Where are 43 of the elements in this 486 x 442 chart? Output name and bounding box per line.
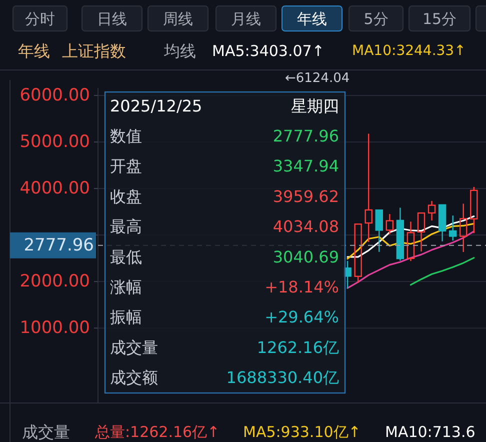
text: 成交量 <box>22 422 70 442</box>
text: 年线 <box>18 42 50 60</box>
text: ←6124.04 <box>285 71 350 86</box>
y-tick-label: 6000.00 <box>20 85 90 106</box>
text: 5分 <box>364 10 388 28</box>
annotation: 收盘 <box>110 186 142 206</box>
text: 月线 <box>231 10 261 28</box>
text: MA5:3403.07↑ <box>212 42 324 60</box>
annotation: 3040.69 <box>272 247 339 266</box>
annotation: 3959.62 <box>272 186 339 206</box>
annotation: 最高 <box>110 217 142 236</box>
annotation: 开盘 <box>110 156 142 176</box>
annotation: 1262.16亿 <box>256 338 339 357</box>
annotation: 2777.96 <box>272 126 339 146</box>
annotation: 3347.94 <box>272 156 339 176</box>
text: 上证指数 <box>62 42 126 60</box>
text: 15分 <box>422 10 457 28</box>
annotation: 涨幅 <box>110 278 142 296</box>
annotation: +18.14% <box>264 278 339 296</box>
text: 年线 <box>297 10 327 28</box>
annotation: 最低 <box>110 247 142 266</box>
annotation: 2025/12/25 <box>110 96 202 116</box>
text: MA10:3244.33↑ <box>352 43 466 59</box>
text: 均线 <box>163 42 196 60</box>
annotation: 数值 <box>110 126 142 146</box>
y-tick-label: 2000.00 <box>20 272 90 292</box>
annotation: 4034.08 <box>272 217 339 236</box>
ref-line-label: 2777.96 <box>24 235 94 256</box>
text: 分时 <box>25 10 55 28</box>
text: 周线 <box>163 10 193 28</box>
text: MA5:933.10亿↑ <box>243 423 361 441</box>
annotation: 1688330.40亿 <box>226 368 339 388</box>
annotation: 振幅 <box>110 308 142 327</box>
text: 总量:1262.16亿↑ <box>94 423 220 441</box>
text: MA10:713.6 <box>385 423 476 441</box>
annotation: 成交额 <box>110 368 158 388</box>
annotation: +29.64% <box>264 308 339 327</box>
y-tick-label: 1000.00 <box>20 318 90 338</box>
annotation: 星期四 <box>291 96 339 116</box>
y-tick-label: 5000.00 <box>20 132 90 152</box>
annotation: 成交量 <box>110 338 158 357</box>
y-tick-label: 4000.00 <box>20 178 90 198</box>
text: 日线 <box>97 10 127 28</box>
